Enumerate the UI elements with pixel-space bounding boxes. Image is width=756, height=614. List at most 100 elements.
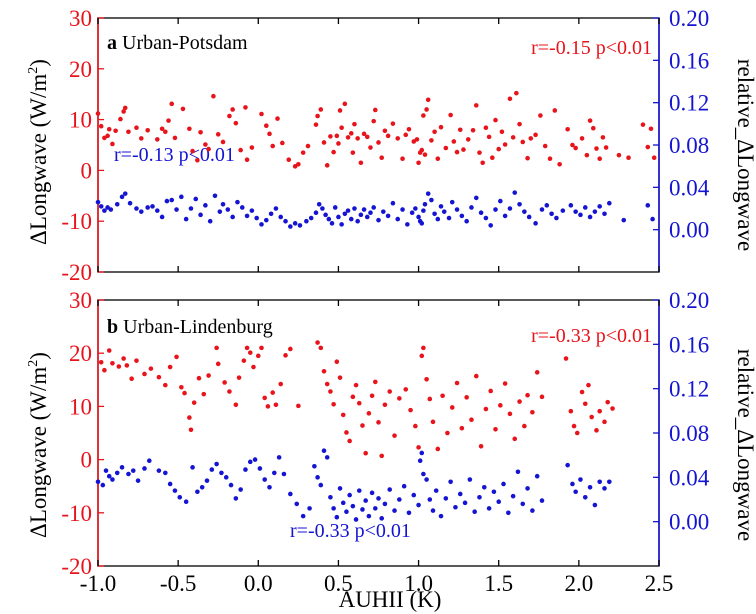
data-point-red [390,121,396,126]
data-point-blue [95,199,101,205]
data-point-red [163,129,168,135]
data-point-red [98,359,104,365]
data-point-blue [469,205,474,210]
data-point-blue [421,471,426,477]
data-point-blue [422,201,428,207]
data-point-blue [592,209,598,214]
data-point-blue [273,206,279,211]
data-point-blue [318,482,324,488]
data-point-red [134,358,139,363]
data-point-red [163,382,168,388]
data-point-blue [429,197,434,203]
data-point-red [355,136,360,141]
data-point-red [465,137,471,142]
right-tick-label: 0.20 [669,288,709,313]
data-point-blue [257,466,263,471]
data-point-red [651,155,657,160]
data-point-red [336,141,341,146]
data-point-blue [526,214,532,220]
data-point-blue [417,458,423,464]
data-point-blue [560,208,566,213]
data-point-blue [212,193,218,199]
data-point-red [356,400,362,406]
data-point-red [180,106,186,112]
data-point-red [480,160,485,166]
data-point-red [214,345,219,351]
data-point-blue [244,213,250,219]
data-point-blue [371,205,376,210]
data-point-blue [512,190,518,195]
data-point-red [457,127,463,133]
data-point-red [488,388,494,394]
data-point-blue [223,475,229,480]
data-point-red [493,426,498,432]
right-tick-label: 0.16 [669,332,709,357]
data-point-red [188,427,194,433]
data-point-blue [382,501,388,507]
data-point-blue [400,207,405,212]
data-point-red [278,381,284,387]
data-point-blue [582,205,588,210]
data-point-blue [401,483,407,489]
data-point-blue [549,211,554,217]
data-point-blue [230,214,235,220]
data-point-blue [355,218,360,224]
data-point-blue [443,496,449,501]
data-point-blue [454,207,460,212]
data-point-blue [179,194,184,200]
data-point-red [348,131,354,136]
data-point-red [498,403,503,408]
data-point-blue [95,479,101,485]
data-point-red [273,402,279,408]
data-point-red [206,373,211,378]
data-point-blue [233,496,239,501]
data-point-red [502,381,508,386]
data-point-blue [347,492,352,498]
data-point-blue [379,516,385,521]
data-point-red [449,405,455,410]
data-point-red [215,132,221,137]
data-point-red [459,425,465,431]
data-point-blue [427,497,433,502]
x-tick-label: 1.5 [484,571,513,596]
data-point-blue [345,208,351,213]
data-point-red [344,430,349,435]
data-point-red [211,93,216,99]
data-point-blue [312,463,317,469]
data-point-blue [453,504,458,510]
data-point-blue [134,206,139,211]
data-point-red [424,107,429,112]
data-point-blue [578,212,583,218]
data-point-red [408,407,413,413]
data-point-blue [138,209,144,214]
data-point-blue [167,481,173,487]
data-point-red [110,361,115,366]
data-point-red [148,366,154,371]
data-point-red [579,136,585,141]
data-point-blue [272,470,277,476]
data-point-red [454,380,460,386]
data-point-red [241,358,247,363]
data-point-red [522,423,527,429]
data-point-blue [397,497,402,502]
data-point-blue [534,473,540,479]
data-point-blue [142,466,147,471]
data-point-red [134,125,139,131]
data-point-red [419,353,425,359]
data-point-red [416,160,421,166]
data-point-blue [150,204,155,209]
right-tick-label: 0.04 [669,465,710,490]
data-point-blue [520,501,526,507]
data-point-blue [220,201,226,207]
data-point-blue [493,207,498,212]
data-point-red [600,135,606,140]
data-point-blue [515,469,521,475]
data-point-blue [587,214,593,220]
data-point-red [616,152,622,158]
data-point-blue [344,509,349,514]
data-point-red [397,396,402,401]
data-point-red [470,127,476,133]
data-point-red [565,126,570,132]
data-point-blue [329,221,335,226]
data-point-red [280,140,285,146]
